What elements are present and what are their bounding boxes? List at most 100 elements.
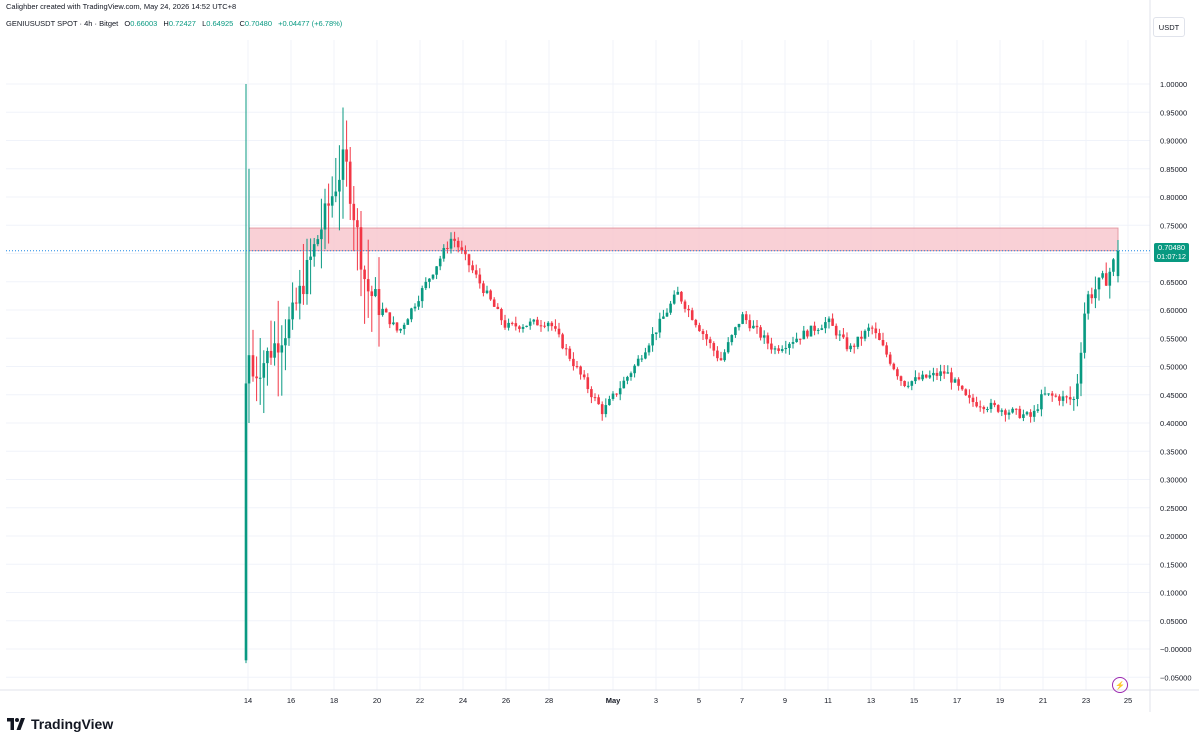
candle-body — [1018, 408, 1022, 418]
candle-body — [867, 327, 870, 331]
candle-body — [989, 402, 993, 410]
candle-body — [327, 203, 330, 206]
candle-body — [633, 365, 636, 374]
candle-body — [629, 373, 633, 377]
candle-body — [708, 339, 712, 344]
candle-body — [1011, 408, 1014, 413]
candle-body — [1004, 410, 1007, 415]
candle-body — [510, 322, 514, 324]
candle-body — [838, 334, 842, 336]
candle-body — [665, 312, 669, 317]
x-tick-label: 26 — [502, 696, 510, 705]
candle-body — [1050, 393, 1054, 396]
candle-body — [896, 369, 899, 377]
candle-body — [269, 350, 273, 358]
open-label: O — [124, 19, 131, 28]
candle-body — [719, 358, 723, 361]
x-tick-label: 3 — [654, 696, 658, 705]
candle-body — [320, 229, 323, 240]
candle-body — [651, 334, 654, 346]
candle-body — [464, 250, 467, 255]
candle-body — [910, 381, 914, 386]
y-tick-label: 0.45000 — [1160, 391, 1187, 400]
candle-body — [986, 409, 989, 411]
x-tick-label: 11 — [824, 696, 832, 705]
candle-body — [377, 289, 381, 316]
candle-body — [482, 283, 485, 293]
candle-body — [474, 270, 478, 275]
candle-body — [485, 290, 489, 293]
candle-body — [762, 335, 766, 338]
candle-body — [885, 345, 888, 355]
candle-body — [244, 383, 248, 661]
candle-body — [766, 335, 770, 344]
bar-countdown: 01:07:12 — [1156, 252, 1187, 261]
candle-body — [467, 254, 471, 266]
currency-unit-button[interactable]: USDT — [1153, 17, 1185, 37]
resistance-zone-rect — [248, 227, 1119, 252]
tradingview-logo-icon — [7, 718, 25, 730]
candle-body — [1047, 393, 1050, 395]
candle-body — [935, 372, 939, 376]
candle-body — [820, 328, 824, 330]
candle-body — [449, 238, 453, 249]
candle-body — [532, 319, 536, 322]
y-tick-label: 0.90000 — [1160, 137, 1187, 146]
candle-body — [1061, 396, 1065, 401]
candle-body — [701, 331, 705, 335]
candle-body — [618, 388, 622, 395]
candle-body — [384, 308, 388, 313]
candle-body — [1054, 395, 1058, 397]
candle-body — [860, 336, 863, 339]
candle-body — [1116, 250, 1120, 277]
candle-body — [1108, 271, 1112, 286]
candle-body — [348, 161, 352, 204]
candle-body — [1065, 396, 1068, 398]
candle-body — [413, 306, 417, 309]
y-tick-label: 0.65000 — [1160, 278, 1187, 287]
candle-body — [273, 343, 276, 358]
y-tick-label: 0.25000 — [1160, 504, 1187, 513]
candle-body — [1097, 277, 1101, 290]
candle-body — [590, 389, 593, 398]
candle-body — [824, 322, 827, 329]
y-tick-label: −0.00000 — [1160, 645, 1192, 654]
candle-body — [892, 363, 896, 370]
candle-body — [881, 339, 885, 346]
tradingview-brand[interactable]: TradingView — [7, 716, 113, 732]
symbol-label[interactable]: GENIUSUSDT SPOT · 4h · Bitget — [6, 19, 119, 28]
candle-body — [813, 325, 816, 331]
candle-body — [647, 345, 651, 353]
candle-body — [816, 329, 820, 331]
candle-body — [932, 372, 935, 376]
candle-body — [334, 191, 338, 197]
low-label: L — [202, 19, 207, 28]
y-tick-label: −0.05000 — [1160, 673, 1192, 682]
candle-body — [410, 308, 413, 320]
candle-body — [478, 274, 482, 284]
candle-body — [255, 376, 258, 379]
candle-body — [298, 285, 302, 304]
candle-body — [312, 244, 316, 257]
x-tick-label: 23 — [1082, 696, 1090, 705]
candle-body — [1043, 393, 1047, 395]
candle-body — [777, 348, 780, 351]
lightning-bolt-icon[interactable]: ⚡ — [1112, 677, 1128, 693]
candle-body — [572, 358, 575, 367]
candle-body — [500, 309, 503, 321]
candle-body — [564, 348, 568, 350]
candle-body — [276, 343, 280, 353]
current-price-tag: 0.70480 01:07:12 — [1154, 243, 1189, 262]
candle-body — [1068, 397, 1072, 400]
x-tick-label: 28 — [545, 696, 553, 705]
candle-body — [690, 310, 694, 320]
candle-body — [752, 325, 755, 329]
candle-body — [521, 326, 525, 329]
close-label: C — [239, 19, 245, 28]
candle-body — [262, 363, 266, 378]
candle-body — [604, 405, 608, 415]
x-tick-label: 13 — [867, 696, 875, 705]
candle-body — [914, 377, 917, 382]
candle-body — [345, 149, 348, 162]
